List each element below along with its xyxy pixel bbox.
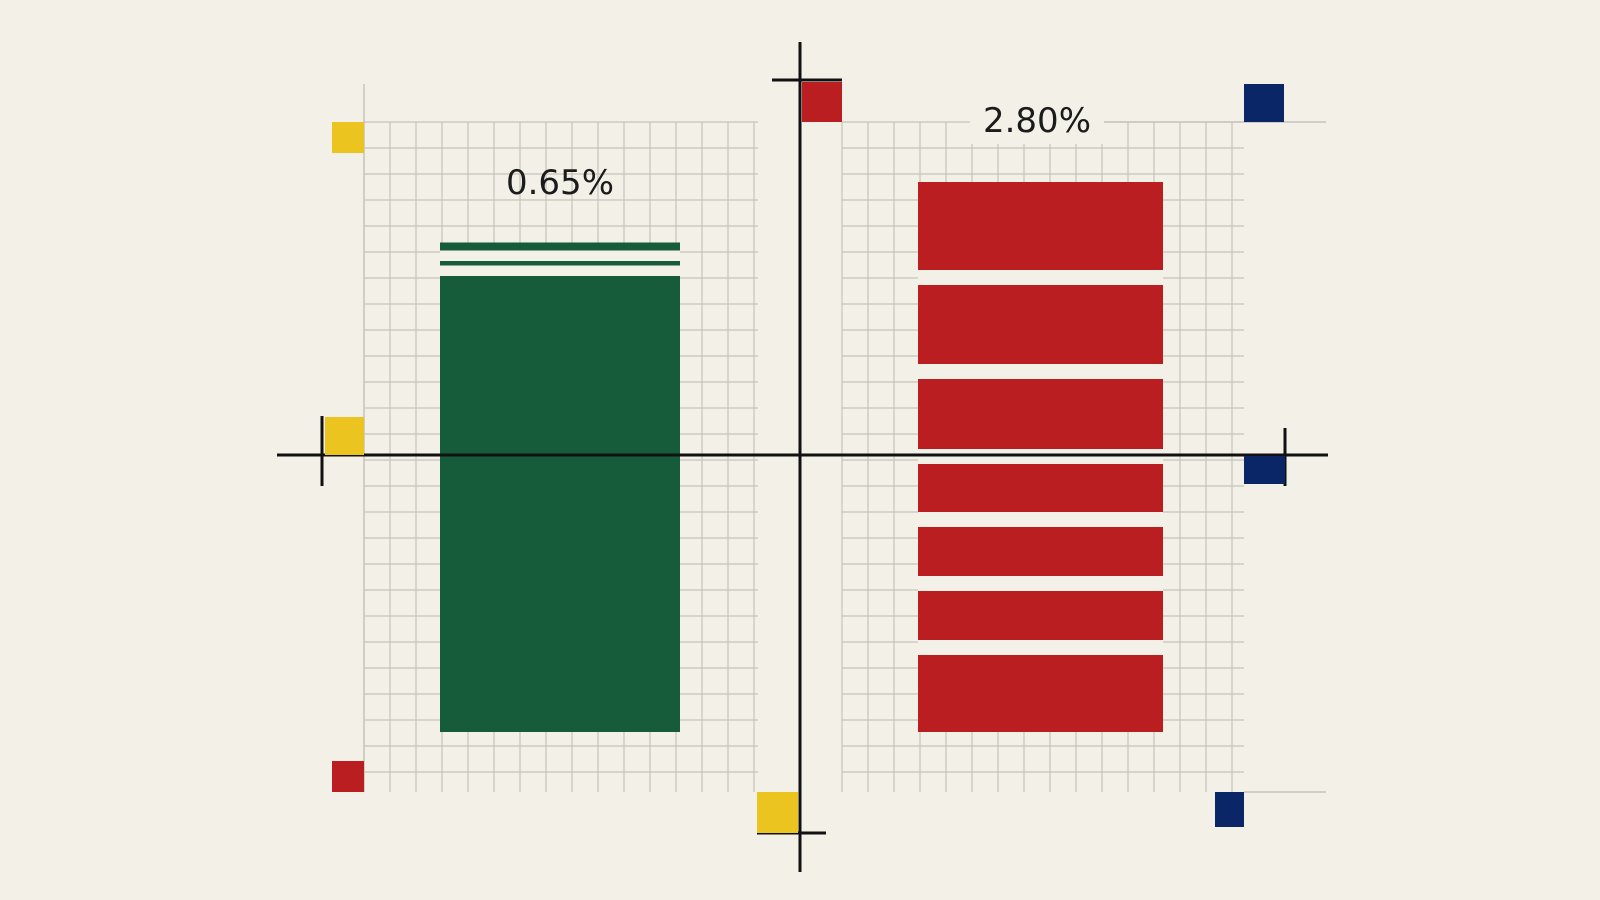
bar-red-stripe: [918, 270, 1163, 285]
bar-red-stripe: [918, 640, 1163, 655]
accent-square-yellow: [757, 792, 798, 833]
bar-green: [440, 242, 680, 732]
accent-square-red: [332, 761, 364, 792]
bar-red-stripe: [918, 576, 1163, 591]
bar-green-stripe: [440, 250, 680, 261]
bars: [440, 182, 1163, 732]
accent-square-yellow: [325, 417, 364, 455]
accent-square-yellow: [332, 122, 364, 153]
accent-square-navy: [1215, 792, 1244, 827]
accent-square-navy: [1244, 456, 1285, 484]
value-label-green-bar: 0.65%: [506, 163, 614, 203]
axes: [277, 42, 1328, 872]
accent-squares: [325, 82, 1285, 833]
value-label-red-bar: 2.80%: [983, 101, 1091, 141]
value-label-background: [970, 98, 1104, 144]
accent-square-navy: [1244, 84, 1284, 122]
accent-square-red: [802, 82, 842, 122]
bar-red-stripe: [918, 512, 1163, 527]
bar-green-stripe: [440, 265, 680, 276]
bar-red-stripe: [918, 364, 1163, 379]
